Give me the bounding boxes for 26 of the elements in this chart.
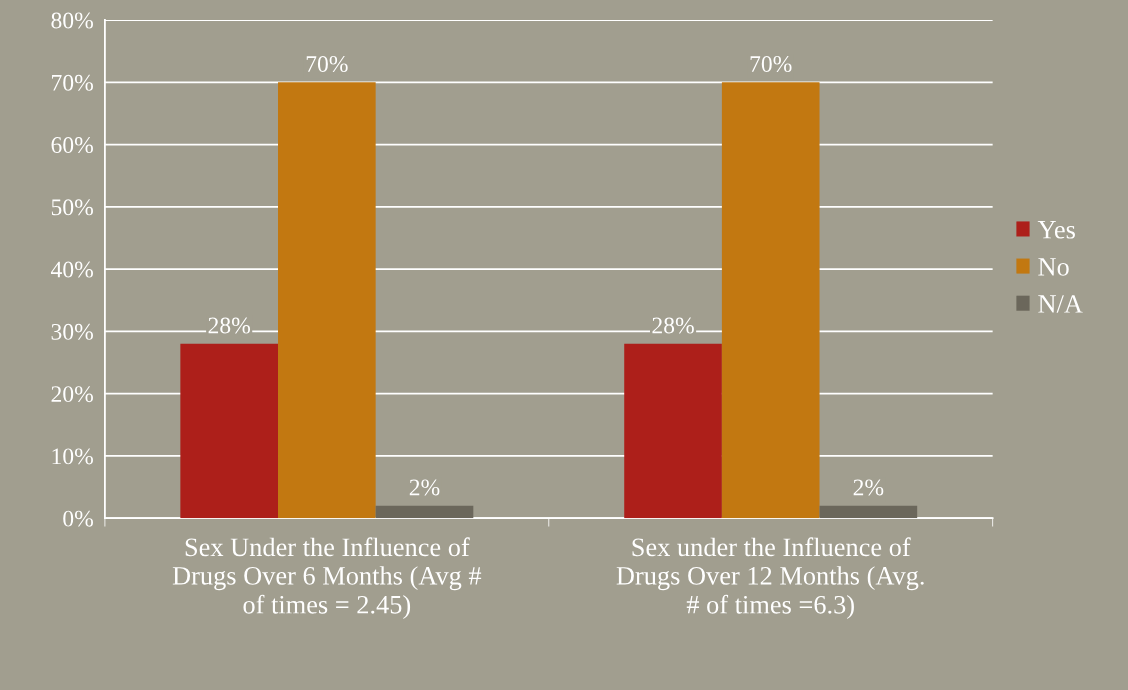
y-tick-label: 0% bbox=[63, 510, 93, 527]
data-label: 28% bbox=[208, 317, 251, 334]
legend-label: Yes bbox=[1037, 221, 1075, 239]
y-tick-label: 40% bbox=[50, 261, 93, 278]
data-label: 70% bbox=[750, 56, 792, 73]
bar bbox=[721, 82, 820, 519]
y-tick-label: 50% bbox=[51, 199, 93, 216]
y-tick-label: 80% bbox=[51, 12, 93, 29]
y-tick-label: 30% bbox=[51, 323, 93, 340]
data-label: 70% bbox=[306, 56, 348, 73]
data-label: 28% bbox=[652, 317, 694, 334]
y-tick-label: 20% bbox=[51, 386, 93, 403]
bar bbox=[624, 343, 722, 519]
bar bbox=[375, 505, 474, 519]
y-tick-label: 10% bbox=[52, 448, 93, 465]
bar bbox=[180, 343, 279, 519]
x-tick-label: Sex under the Influence of Drugs Over 12 Months (Avg. # of times =6.3) bbox=[616, 537, 924, 619]
bar bbox=[278, 82, 376, 519]
data-label: 2% bbox=[853, 479, 884, 496]
x-tick-label: Sex Under the Influence of Drugs Over 6 Months (Avg # of times = 2.45) bbox=[172, 537, 482, 619]
data-label: 2% bbox=[409, 479, 440, 496]
legend-label: N/A bbox=[1038, 295, 1083, 313]
bar bbox=[819, 505, 918, 519]
y-tick-label: 60% bbox=[51, 137, 93, 154]
legend-label: No bbox=[1038, 258, 1069, 276]
y-tick-label: 70% bbox=[52, 74, 93, 91]
